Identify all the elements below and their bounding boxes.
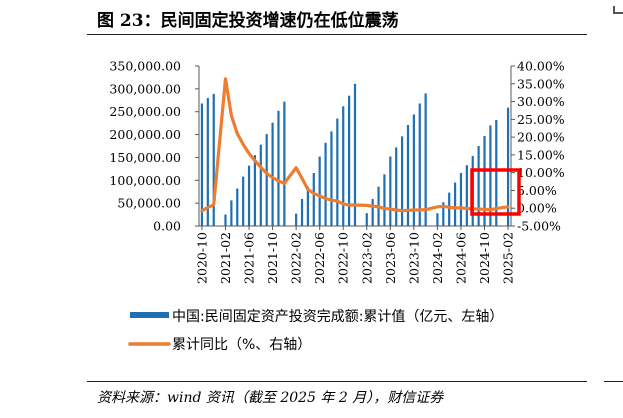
left-tick-label: 100,000.00 <box>109 173 181 188</box>
bar <box>212 93 215 226</box>
right-tick-label: 20.00% <box>517 130 565 145</box>
bottom-rule <box>87 381 587 382</box>
right-tick-label: 35.00% <box>517 76 565 91</box>
right-tick-label: 25.00% <box>517 112 565 127</box>
left-tick-label: 50,000.00 <box>117 196 181 211</box>
bar <box>442 202 445 226</box>
bar <box>406 124 410 226</box>
bar <box>230 200 233 226</box>
bar <box>424 93 427 227</box>
bar-series <box>200 83 510 227</box>
bar <box>277 110 280 226</box>
bar <box>259 144 262 226</box>
x-tick-label: 2021-02 <box>218 232 233 284</box>
bar <box>247 165 251 226</box>
left-tick-label: 350,000.00 <box>109 59 181 74</box>
legend: 中国:民间固定资产投资完成额:累计值（亿元、左轴） 累计同比（%、右轴） <box>128 309 503 353</box>
bar <box>459 172 463 226</box>
bar <box>200 103 204 226</box>
source-note: 资料来源：wind 资讯（截至 2025 年 2 月），财信证券 <box>97 390 444 406</box>
highlight-rectangle <box>470 168 521 216</box>
left-tick-label: 0.00 <box>153 219 181 234</box>
bar <box>389 156 392 226</box>
bar <box>312 172 315 226</box>
bar <box>300 199 304 226</box>
right-tick-label: 15.00% <box>517 147 565 162</box>
right-tick-label: 0.00% <box>517 201 557 216</box>
bar <box>353 83 357 226</box>
right-tick-label: 30.00% <box>517 94 565 109</box>
x-tick-label: 2021-06 <box>242 232 257 284</box>
bar <box>306 186 310 226</box>
bar <box>506 107 510 226</box>
right-tick-label: 5.00% <box>517 183 557 198</box>
bar <box>400 136 404 226</box>
x-axis-ticks: 2020-10 2021-02 2021-06 2021-10 2022-02 2022-… <box>194 226 516 284</box>
top-rule <box>87 34 587 35</box>
bar <box>236 188 239 226</box>
bar <box>206 98 209 226</box>
line-series <box>200 77 510 213</box>
bottom-rule-stub <box>604 381 623 382</box>
right-tick-label: -5.00% <box>517 219 561 234</box>
bar <box>253 155 257 226</box>
bar <box>342 106 345 226</box>
yoy-line <box>200 77 510 213</box>
right-tick-label: 10.00% <box>517 165 565 180</box>
right-axis-ticks: -5.00% 0.00% 5.00% 10.00% 15.00% 20.00% 25.00%… <box>511 59 565 234</box>
x-tick-label: 2022-06 <box>312 232 327 284</box>
highlight-box <box>470 168 521 216</box>
left-tick-label: 250,000.00 <box>109 104 181 119</box>
left-tick-label: 300,000.00 <box>109 81 181 96</box>
left-tick-label: 150,000.00 <box>109 150 181 165</box>
adjacent-figure-edge <box>613 6 623 14</box>
legend-bar-swatch <box>130 312 169 318</box>
bar <box>483 135 486 226</box>
bar <box>365 213 368 226</box>
bar <box>324 142 327 226</box>
x-tick-label: 2022-02 <box>289 232 304 284</box>
x-tick-label: 2023-06 <box>383 232 398 284</box>
bar <box>265 134 268 226</box>
x-tick-label: 2025-02 <box>501 232 516 284</box>
bar <box>271 122 274 226</box>
right-tick-label: 40.00% <box>517 59 565 74</box>
bar <box>489 125 492 226</box>
bar <box>448 192 451 226</box>
bar <box>395 147 398 226</box>
bar <box>418 103 421 226</box>
bar <box>453 182 457 226</box>
bar <box>283 101 286 226</box>
figure-title: 图 23：民间固定投资增速仍在低位震荡 <box>97 11 399 31</box>
bar <box>242 176 245 226</box>
bar <box>383 174 386 226</box>
bar <box>348 95 351 227</box>
bar <box>330 131 333 226</box>
x-tick-label: 2023-02 <box>359 232 374 284</box>
bar <box>318 156 321 226</box>
x-tick-label: 2024-06 <box>453 232 468 284</box>
x-tick-label: 2024-02 <box>430 232 445 284</box>
bar <box>436 213 439 226</box>
left-tick-label: 200,000.00 <box>109 127 181 142</box>
bar <box>412 114 415 226</box>
bar <box>224 214 227 226</box>
bar <box>495 119 498 226</box>
x-tick-label: 2023-10 <box>406 232 421 284</box>
bar <box>477 146 480 226</box>
axes <box>198 66 512 227</box>
x-tick-label: 2022-10 <box>336 232 351 284</box>
x-tick-label: 2024-10 <box>477 232 492 284</box>
x-tick-label: 2020-10 <box>194 232 209 284</box>
bar <box>336 118 339 226</box>
legend-bar-label: 中国:民间固定资产投资完成额:累计值（亿元、左轴） <box>172 309 503 325</box>
x-tick-label: 2021-10 <box>265 232 280 284</box>
bar <box>465 165 468 226</box>
legend-line-label: 累计同比（%、右轴） <box>172 337 311 353</box>
bar <box>371 199 374 226</box>
left-axis-ticks: 0.00 50,000.00 100,000.00 150,000.00 200,000… <box>109 59 199 234</box>
bar <box>295 213 298 226</box>
